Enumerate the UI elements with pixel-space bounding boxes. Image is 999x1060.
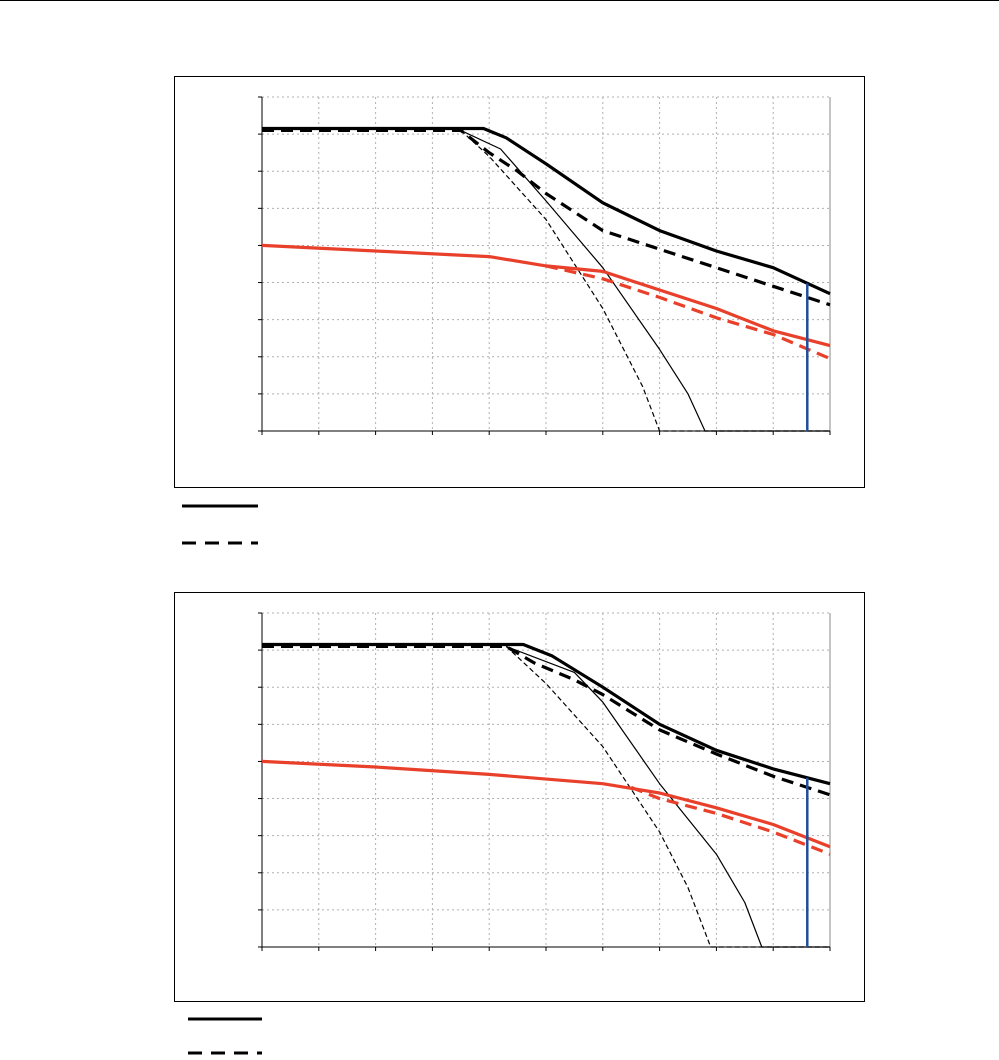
- series-line-black-thin-dashed: [460, 129, 830, 432]
- series-line-black-thick-dashed: [262, 128, 831, 307]
- chart-2-plot: [258, 612, 831, 951]
- series-line-black-thick-dashed: [262, 644, 831, 797]
- chart-2-frame: [174, 592, 865, 1002]
- series-line-red-thick-dashed: [545, 264, 831, 361]
- series-line-black-thick-solid: [262, 126, 831, 296]
- chart-1-frame: [174, 76, 865, 488]
- chart-2-legend: [188, 1017, 262, 1055]
- series-line-red-thick-dashed: [630, 785, 831, 856]
- series-line-black-thin-solid: [505, 645, 830, 948]
- series-line-black-thin-solid: [460, 129, 830, 432]
- series-line-red-thick-solid: [261, 243, 831, 348]
- chart-1-plot: [258, 96, 831, 435]
- page-top-rule: [0, 0, 999, 1]
- series-line-black-thick-solid: [262, 642, 831, 786]
- series-line-black-thin-dashed: [505, 645, 830, 948]
- chart-1-legend: [182, 504, 258, 545]
